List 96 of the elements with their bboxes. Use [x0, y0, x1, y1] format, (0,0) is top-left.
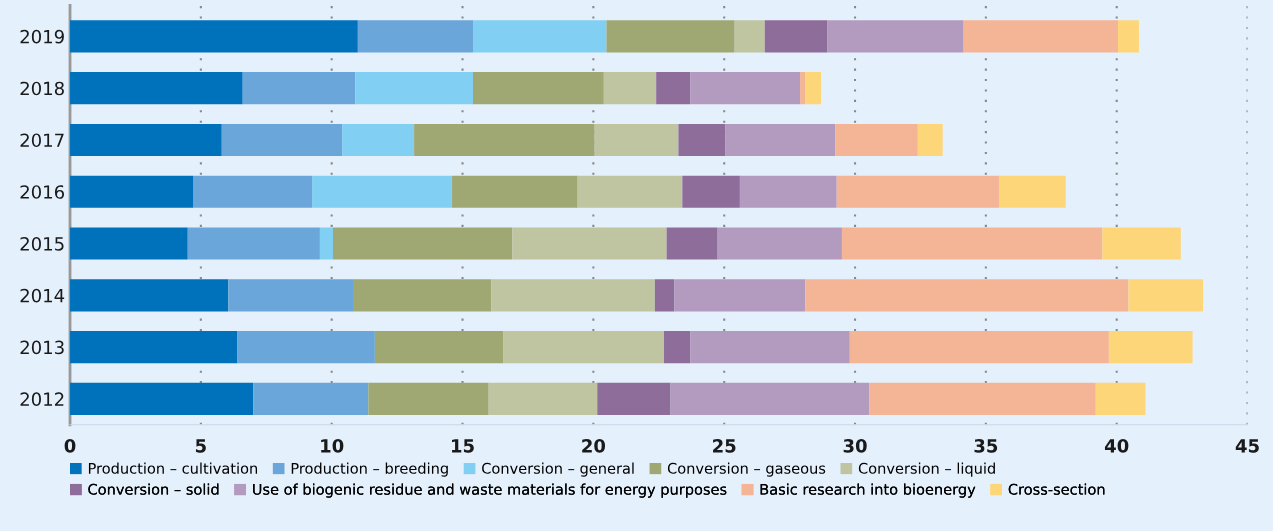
bar — [841, 227, 1103, 260]
x-tick-label: 20 — [582, 439, 606, 453]
x-tick-label: 0 — [64, 439, 76, 453]
bar — [836, 175, 999, 208]
bar — [998, 175, 1066, 208]
bar — [237, 331, 375, 364]
x-tick-label: 10 — [321, 439, 344, 453]
bar — [187, 227, 320, 260]
bar — [319, 227, 333, 260]
bar — [666, 227, 718, 260]
bar — [835, 123, 918, 157]
bar — [1108, 331, 1193, 364]
bar — [312, 175, 453, 208]
bar — [805, 279, 1129, 312]
bar — [670, 382, 870, 415]
bar — [512, 227, 667, 260]
bar — [690, 331, 850, 364]
bar — [764, 20, 828, 53]
bar — [414, 123, 595, 157]
bar — [70, 227, 188, 260]
bar — [734, 20, 765, 53]
bar — [70, 279, 229, 312]
bar — [594, 123, 679, 157]
bar — [253, 382, 369, 415]
bar — [491, 279, 655, 312]
bar — [1128, 279, 1204, 312]
legend-label: Basic research into bioenergy — [760, 483, 976, 498]
bar — [674, 279, 806, 312]
x-tick-label: 30 — [843, 439, 867, 453]
bar — [503, 331, 665, 364]
bar — [452, 175, 578, 208]
bar — [577, 175, 683, 208]
x-tick-label: 15 — [452, 439, 474, 453]
bar — [606, 20, 735, 53]
bar — [682, 175, 740, 208]
x-tick-label: 40 — [1104, 439, 1129, 453]
y-tick-label: 2019 — [20, 29, 64, 44]
bar — [678, 123, 726, 157]
x-tick-label: 45 — [1235, 439, 1259, 453]
bar — [664, 331, 691, 364]
legend-label: Conversion – general — [482, 462, 634, 477]
bar — [597, 382, 671, 415]
legend-label: Conversion – solid — [88, 483, 219, 495]
bar — [849, 331, 1109, 364]
y-tick-label: 2017 — [20, 133, 64, 148]
x-tick-label: 25 — [713, 439, 736, 453]
y-tick-label: 2013 — [20, 340, 64, 355]
bar — [193, 175, 313, 208]
bar — [374, 331, 504, 364]
y-tick-label: 2012 — [20, 392, 64, 407]
legend-label: Use of biogenic residue and waste materials for energy purposes — [253, 483, 727, 498]
bar — [656, 72, 691, 105]
bar — [717, 227, 842, 260]
bar — [1118, 20, 1139, 53]
bar — [221, 123, 343, 157]
bar — [368, 382, 489, 415]
bar — [333, 227, 513, 260]
bar — [353, 279, 492, 312]
legend-label: Production – cultivation — [88, 462, 258, 474]
bar — [1102, 227, 1181, 260]
bar — [228, 279, 354, 312]
bar — [654, 279, 675, 312]
legend-label: Production – breeding — [291, 462, 448, 477]
y-tick-label: 2018 — [20, 81, 64, 96]
bar — [357, 20, 473, 53]
legend-label: Conversion – gaseous — [667, 462, 826, 477]
y-tick-label: 2016 — [20, 185, 65, 199]
bar — [827, 20, 964, 53]
bar — [800, 72, 806, 105]
bar — [603, 72, 657, 105]
x-tick-label: 35 — [974, 439, 998, 453]
bar — [963, 20, 1119, 53]
bar — [739, 175, 837, 208]
bar — [70, 123, 222, 157]
bar — [725, 123, 836, 157]
bar — [70, 20, 358, 53]
y-tick-label: 2015 — [20, 237, 64, 251]
bar — [70, 331, 238, 364]
legend-label: Cross-section — [1008, 483, 1105, 495]
bar — [805, 72, 822, 105]
bar — [690, 72, 801, 105]
bar — [488, 382, 598, 415]
y-tick-label: 2014 — [20, 288, 65, 303]
bar — [472, 20, 607, 53]
bar — [355, 72, 473, 105]
bar — [242, 72, 356, 105]
bar — [70, 72, 243, 105]
bar — [70, 175, 193, 208]
x-tick-label: 5 — [195, 439, 206, 453]
legend-label: Conversion – liquid — [858, 462, 995, 477]
bar — [70, 382, 254, 415]
bar — [917, 123, 943, 157]
bar — [472, 72, 604, 105]
bar — [869, 382, 1096, 415]
bar — [1095, 382, 1146, 415]
bar — [342, 123, 415, 157]
